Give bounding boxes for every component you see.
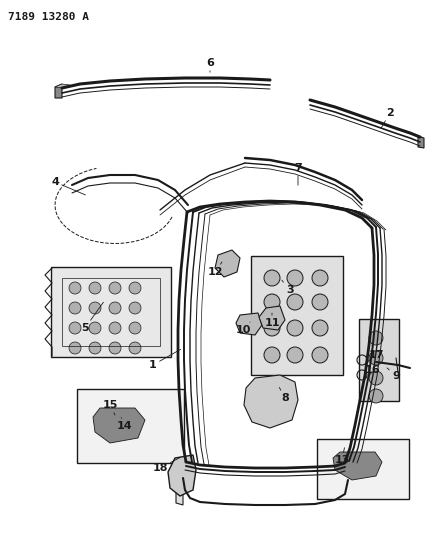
Circle shape <box>89 282 101 294</box>
FancyBboxPatch shape <box>51 267 171 357</box>
Text: 5: 5 <box>81 302 103 333</box>
Text: 17: 17 <box>368 345 384 360</box>
Text: 12: 12 <box>207 262 223 277</box>
Bar <box>62 278 160 346</box>
Circle shape <box>312 294 328 310</box>
Text: 10: 10 <box>236 322 251 335</box>
Circle shape <box>369 331 383 345</box>
Circle shape <box>369 351 383 365</box>
Circle shape <box>89 342 101 354</box>
Circle shape <box>264 347 280 363</box>
Circle shape <box>369 389 383 403</box>
Polygon shape <box>176 460 183 505</box>
Text: 6: 6 <box>206 58 214 72</box>
FancyBboxPatch shape <box>251 256 343 375</box>
Text: 15: 15 <box>102 400 118 415</box>
Polygon shape <box>418 136 424 148</box>
Circle shape <box>109 282 121 294</box>
Polygon shape <box>93 408 145 443</box>
FancyBboxPatch shape <box>77 389 184 463</box>
Circle shape <box>287 347 303 363</box>
Text: 7189 13280 A: 7189 13280 A <box>8 12 89 22</box>
Circle shape <box>312 347 328 363</box>
FancyBboxPatch shape <box>359 319 399 401</box>
Text: 4: 4 <box>51 177 85 195</box>
Circle shape <box>109 342 121 354</box>
Text: 14: 14 <box>117 417 133 431</box>
Circle shape <box>264 320 280 336</box>
Text: 9: 9 <box>387 368 400 381</box>
Circle shape <box>89 302 101 314</box>
Text: 13: 13 <box>334 448 350 465</box>
Polygon shape <box>259 306 285 330</box>
Polygon shape <box>215 250 240 277</box>
Circle shape <box>69 302 81 314</box>
Polygon shape <box>55 84 62 98</box>
Circle shape <box>129 282 141 294</box>
Circle shape <box>369 371 383 385</box>
Polygon shape <box>236 313 262 335</box>
Circle shape <box>312 270 328 286</box>
Circle shape <box>69 342 81 354</box>
Text: 11: 11 <box>264 313 280 328</box>
Text: 1: 1 <box>149 349 181 370</box>
Text: 16: 16 <box>365 360 381 375</box>
Text: 3: 3 <box>282 280 294 295</box>
Circle shape <box>312 320 328 336</box>
Circle shape <box>69 282 81 294</box>
Circle shape <box>129 342 141 354</box>
Circle shape <box>129 302 141 314</box>
Polygon shape <box>244 375 298 428</box>
Circle shape <box>287 270 303 286</box>
Polygon shape <box>333 452 382 480</box>
Circle shape <box>264 294 280 310</box>
Circle shape <box>264 270 280 286</box>
Circle shape <box>287 320 303 336</box>
Circle shape <box>109 302 121 314</box>
Polygon shape <box>168 455 196 496</box>
Text: 8: 8 <box>279 387 289 403</box>
Circle shape <box>109 322 121 334</box>
Circle shape <box>129 322 141 334</box>
Polygon shape <box>346 462 349 495</box>
Text: 7: 7 <box>294 163 302 185</box>
Circle shape <box>69 322 81 334</box>
FancyBboxPatch shape <box>317 439 409 499</box>
Text: 2: 2 <box>381 108 394 127</box>
Text: 18: 18 <box>152 457 181 473</box>
Circle shape <box>89 322 101 334</box>
Polygon shape <box>55 84 70 88</box>
Circle shape <box>287 294 303 310</box>
